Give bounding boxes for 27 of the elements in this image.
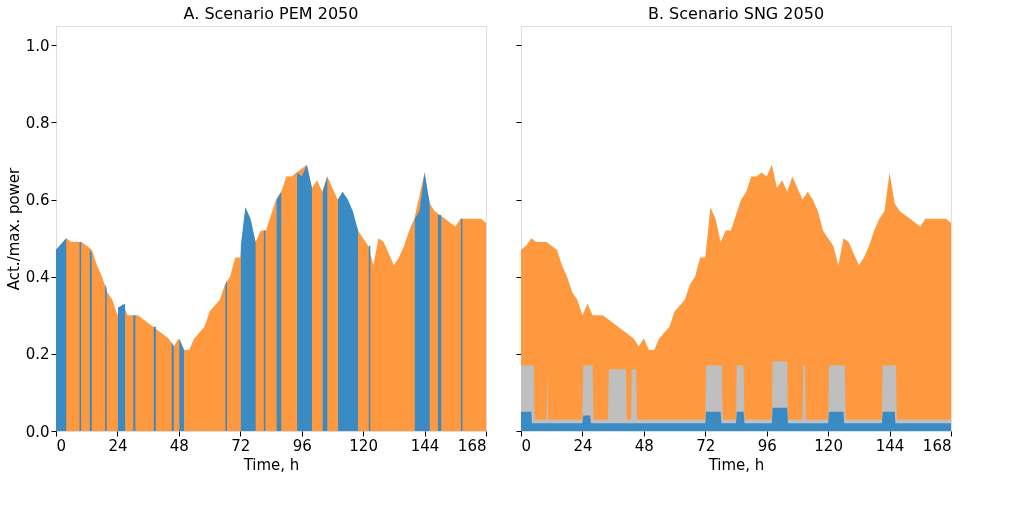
x-tick-label: 24 — [108, 436, 128, 455]
x-tick-label: 168 — [922, 436, 952, 455]
x-tick-label: 0 — [56, 436, 67, 455]
x-tick-label: 72 — [696, 436, 716, 455]
x-tick-label: 72 — [231, 436, 251, 455]
y-tick-label: 1.0 — [25, 36, 50, 55]
x-tick-label: 24 — [573, 436, 593, 455]
x-tick-label: 120 — [814, 436, 843, 455]
x-tick-label: 144 — [410, 436, 440, 455]
chart-title: A. Scenario PEM 2050 — [183, 4, 359, 23]
x-tick-label: 0 — [521, 436, 532, 455]
y-axis-title: Act./max. power — [4, 166, 23, 291]
y-tick-label: 0.2 — [25, 345, 50, 364]
y-tick-label: 0.8 — [25, 113, 50, 132]
chart-title: B. Scenario SNG 2050 — [647, 4, 825, 23]
x-axis-title: Time, h — [242, 455, 300, 474]
x-tick-label: 168 — [457, 436, 487, 455]
x-tick-label: 96 — [292, 436, 312, 455]
x-tick-label: 144 — [875, 436, 905, 455]
x-tick-label: 48 — [634, 436, 654, 455]
y-tick-label: 0.0 — [25, 422, 50, 441]
x-axis-title: Time, h — [707, 455, 765, 474]
x-tick-label: 48 — [169, 436, 189, 455]
x-tick-label: 96 — [757, 436, 777, 455]
y-tick-label: 0.6 — [25, 191, 50, 210]
y-tick-label: 0.4 — [25, 268, 50, 287]
x-tick-label: 120 — [349, 436, 378, 455]
